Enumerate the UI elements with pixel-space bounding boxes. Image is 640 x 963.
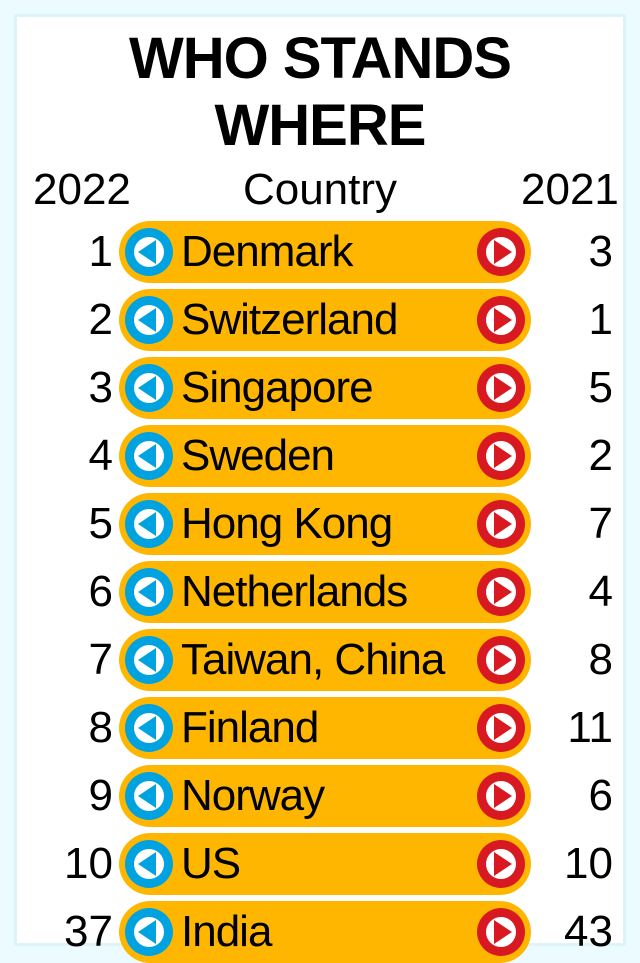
rank-2022: 7: [27, 635, 119, 685]
table-row: 9 Norway 6: [27, 765, 613, 827]
arrow-right-icon: [477, 364, 525, 412]
country-pill: Hong Kong: [119, 493, 531, 555]
rank-2021: 5: [531, 363, 613, 413]
country-pill: US: [119, 833, 531, 895]
rank-2021: 3: [531, 227, 613, 277]
table-header: 2022 Country 2021: [27, 165, 613, 215]
rank-2021: 8: [531, 635, 613, 685]
table-row: 10 US 10: [27, 833, 613, 895]
table-row: 7 Taiwan, China 8: [27, 629, 613, 691]
country-pill: India: [119, 901, 531, 963]
rank-2022: 37: [27, 907, 119, 957]
country-pill: Netherlands: [119, 561, 531, 623]
card-title: WHO STANDS WHERE: [27, 25, 613, 159]
rank-2021: 10: [531, 839, 613, 889]
country-name: Switzerland: [181, 295, 469, 345]
country-pill: Norway: [119, 765, 531, 827]
country-name: Singapore: [181, 363, 469, 413]
table-row: 37 India 43: [27, 901, 613, 963]
arrow-right-icon: [477, 500, 525, 548]
arrow-right-icon: [477, 568, 525, 616]
arrow-left-icon: [125, 500, 173, 548]
arrow-right-icon: [477, 704, 525, 752]
arrow-left-icon: [125, 908, 173, 956]
arrow-left-icon: [125, 432, 173, 480]
rank-2021: 4: [531, 567, 613, 617]
arrow-right-icon: [477, 296, 525, 344]
arrow-left-icon: [125, 704, 173, 752]
table-row: 2 Switzerland 1: [27, 289, 613, 351]
arrow-left-icon: [125, 296, 173, 344]
arrow-left-icon: [125, 568, 173, 616]
country-name: Finland: [181, 703, 469, 753]
arrow-left-icon: [125, 364, 173, 412]
arrow-left-icon: [125, 772, 173, 820]
arrow-right-icon: [477, 908, 525, 956]
country-name: Sweden: [181, 431, 469, 481]
arrow-left-icon: [125, 636, 173, 684]
ranking-card: WHO STANDS WHERE 2022 Country 2021 1 Denm…: [14, 14, 626, 946]
rank-2022: 5: [27, 499, 119, 549]
table-row: 6 Netherlands 4: [27, 561, 613, 623]
rank-2021: 1: [531, 295, 613, 345]
arrow-right-icon: [477, 228, 525, 276]
table-row: 1 Denmark 3: [27, 221, 613, 283]
rank-2021: 2: [531, 431, 613, 481]
header-2022: 2022: [27, 165, 119, 215]
arrow-right-icon: [477, 636, 525, 684]
table-row: 3 Singapore 5: [27, 357, 613, 419]
rank-2022: 1: [27, 227, 119, 277]
rank-2022: 10: [27, 839, 119, 889]
country-name: Netherlands: [181, 567, 469, 617]
country-name: Hong Kong: [181, 499, 469, 549]
country-pill: Sweden: [119, 425, 531, 487]
arrow-right-icon: [477, 772, 525, 820]
rank-2022: 8: [27, 703, 119, 753]
country-pill: Switzerland: [119, 289, 531, 351]
rank-2021: 43: [531, 907, 613, 957]
header-country: Country: [119, 165, 521, 215]
country-name: US: [181, 839, 469, 889]
rank-2022: 2: [27, 295, 119, 345]
rank-2022: 4: [27, 431, 119, 481]
country-name: India: [181, 907, 469, 957]
arrow-left-icon: [125, 840, 173, 888]
country-name: Norway: [181, 771, 469, 821]
rank-2022: 9: [27, 771, 119, 821]
country-pill: Denmark: [119, 221, 531, 283]
arrow-right-icon: [477, 432, 525, 480]
arrow-left-icon: [125, 228, 173, 276]
rank-2022: 3: [27, 363, 119, 413]
rank-2021: 11: [531, 703, 613, 753]
table-row: 4 Sweden 2: [27, 425, 613, 487]
country-name: Denmark: [181, 227, 469, 277]
country-pill: Singapore: [119, 357, 531, 419]
country-name: Taiwan, China: [181, 635, 469, 685]
rank-2021: 7: [531, 499, 613, 549]
arrow-right-icon: [477, 840, 525, 888]
country-pill: Taiwan, China: [119, 629, 531, 691]
country-pill: Finland: [119, 697, 531, 759]
rank-2022: 6: [27, 567, 119, 617]
table-row: 8 Finland 11: [27, 697, 613, 759]
table-row: 5 Hong Kong 7: [27, 493, 613, 555]
rank-2021: 6: [531, 771, 613, 821]
header-2021: 2021: [521, 165, 613, 215]
table-body: 1 Denmark 3 2 Switzerland 1 3 Singapore 5 4 Sweden…: [27, 221, 613, 963]
